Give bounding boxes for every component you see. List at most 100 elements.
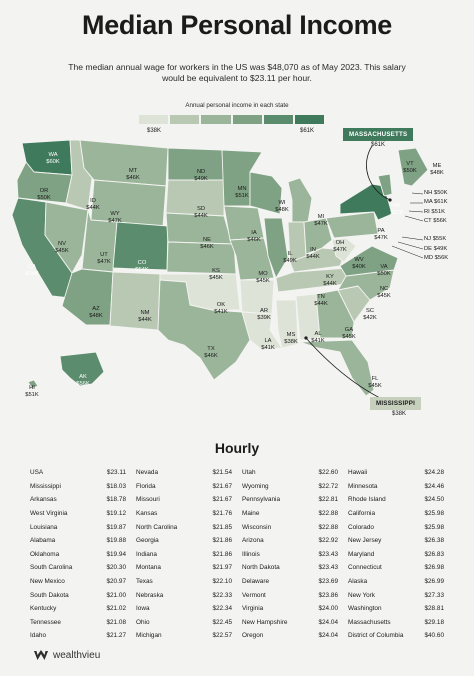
row-state: Pennsylvania <box>242 496 281 504</box>
row-hourly-value: $21.27 <box>106 632 126 640</box>
row-state: West Virginia <box>30 510 68 518</box>
table-row: Indiana $21.86 <box>136 548 232 562</box>
table-row: Oklahoma $19.94 <box>30 548 126 562</box>
row-hourly-value: $25.98 <box>424 510 444 518</box>
state-value-label: $47K <box>97 259 111 265</box>
page-title: Median Personal Income <box>82 10 392 40</box>
row-hourly-value: $22.81 <box>318 496 338 504</box>
state-value-label: $44K <box>194 213 208 219</box>
hourly-column: Nevada $21.54 Florida $21.67 Missouri $21.67 K… <box>136 466 232 643</box>
row-hourly-value: $24.00 <box>318 605 338 613</box>
row-hourly-value: $40.60 <box>424 632 444 640</box>
state-value-label: $47K <box>108 218 122 224</box>
page-subtitle: The median annual wage for workers in th… <box>68 62 406 83</box>
row-state: South Carolina <box>30 564 73 572</box>
state-abbr-label: OR <box>40 188 49 194</box>
row-hourly-value: $21.67 <box>212 482 232 490</box>
row-state: Maine <box>242 510 260 518</box>
state-pa <box>325 211 379 239</box>
state-abbr-label: SC <box>366 308 374 314</box>
state-nm <box>109 271 161 331</box>
row-hourly-value: $22.57 <box>212 632 232 640</box>
row-hourly-value: $20.30 <box>106 564 126 572</box>
row-hourly-value: $22.60 <box>318 469 338 477</box>
row-hourly-value: $19.87 <box>106 523 126 531</box>
row-state: Rhode Island <box>348 496 386 504</box>
row-state: Texas <box>136 578 153 586</box>
state-value-label: $46K <box>200 244 214 250</box>
state-tn <box>275 267 349 293</box>
table-row: Utah $22.60 <box>242 466 338 480</box>
row-state: Arizona <box>242 537 264 545</box>
table-row: Minnesota $24.46 <box>348 480 444 494</box>
state-vt <box>377 173 393 197</box>
table-row: Mississippi $18.03 <box>30 480 126 494</box>
legend-high-label: $61K <box>300 128 315 134</box>
row-state: Florida <box>136 482 156 490</box>
table-row: Alaska $26.99 <box>348 575 444 589</box>
state-abbr-label: OH <box>336 240 345 246</box>
row-state: New Hampshire <box>242 618 288 626</box>
state-abbr-label: KS <box>212 268 220 274</box>
state-abbr-label: KY <box>326 274 334 280</box>
row-hourly-value: $22.88 <box>318 510 338 518</box>
state-value-label: $45K <box>368 383 382 389</box>
row-hourly-value: $22.10 <box>212 578 232 586</box>
table-row: Vermont $23.86 <box>242 588 338 602</box>
table-row: North Dakota $23.43 <box>242 561 338 575</box>
state-abbr-label: IA <box>251 230 257 236</box>
table-row: Arkansas $18.78 <box>30 493 126 507</box>
state-abbr-label: MS <box>287 332 296 338</box>
table-row: West Virginia $19.12 <box>30 507 126 521</box>
table-row: Georgia $21.86 <box>136 534 232 548</box>
wealthvieu-logo-icon <box>34 650 48 660</box>
row-state: Oregon <box>242 632 264 640</box>
table-row: Kentucky $21.02 <box>30 602 126 616</box>
table-row: Alabama $19.88 <box>30 534 126 548</box>
state-value-label: $47K <box>333 247 347 253</box>
state-value-label: $46K <box>204 353 218 359</box>
row-hourly-value: $21.86 <box>212 550 232 558</box>
table-row: Hawaii $24.28 <box>348 466 444 480</box>
state-abbr-label: HI <box>29 385 35 391</box>
state-value-label: $41K <box>214 309 228 315</box>
state-value-label: $39K <box>257 315 271 321</box>
legend-swatch <box>139 115 169 124</box>
row-hourly-value: $26.99 <box>424 578 444 586</box>
row-hourly-value: $24.46 <box>424 482 444 490</box>
row-state: Iowa <box>136 605 150 613</box>
row-state: Colorado <box>348 523 374 531</box>
row-hourly-value: $26.83 <box>424 550 444 558</box>
row-state: North Carolina <box>136 523 178 531</box>
row-state: Nevada <box>136 469 159 477</box>
row-hourly-value: $19.12 <box>106 510 126 518</box>
row-state: Ohio <box>136 618 150 626</box>
row-state: Montana <box>136 564 161 572</box>
row-state: District of Columbia <box>348 632 404 640</box>
row-hourly-value: $23.86 <box>318 591 338 599</box>
state-abbr-label: NC <box>380 286 388 292</box>
legend-swatch <box>294 115 325 124</box>
row-hourly-value: $22.34 <box>212 605 232 613</box>
table-row: New Jersey $26.38 <box>348 534 444 548</box>
state-value-label: $42K <box>363 315 377 321</box>
row-state: New Mexico <box>30 578 65 586</box>
row-state: Kansas <box>136 510 158 518</box>
row-state: South Dakota <box>30 591 69 599</box>
row-hourly-value: $23.43 <box>318 564 338 572</box>
state-ar <box>239 279 275 315</box>
table-row: District of Columbia $40.60 <box>348 629 444 643</box>
massachusetts-callout-value: $61K <box>371 142 386 148</box>
state-abbr-label: WI <box>278 200 285 206</box>
state-abbr-label: NE <box>203 237 211 243</box>
table-row: Tennessee $21.08 <box>30 616 126 630</box>
row-hourly-value: $21.76 <box>212 510 232 518</box>
row-state: Washington <box>348 605 382 613</box>
row-hourly-value: $22.45 <box>212 618 232 626</box>
state-abbr-label: IL <box>288 251 294 257</box>
row-state: California <box>348 510 375 518</box>
state-value-label: $44K <box>314 301 328 307</box>
state-value-label: $44K <box>138 317 152 323</box>
legend-color-scale <box>139 115 325 124</box>
table-row: Maine $22.88 <box>242 507 338 521</box>
